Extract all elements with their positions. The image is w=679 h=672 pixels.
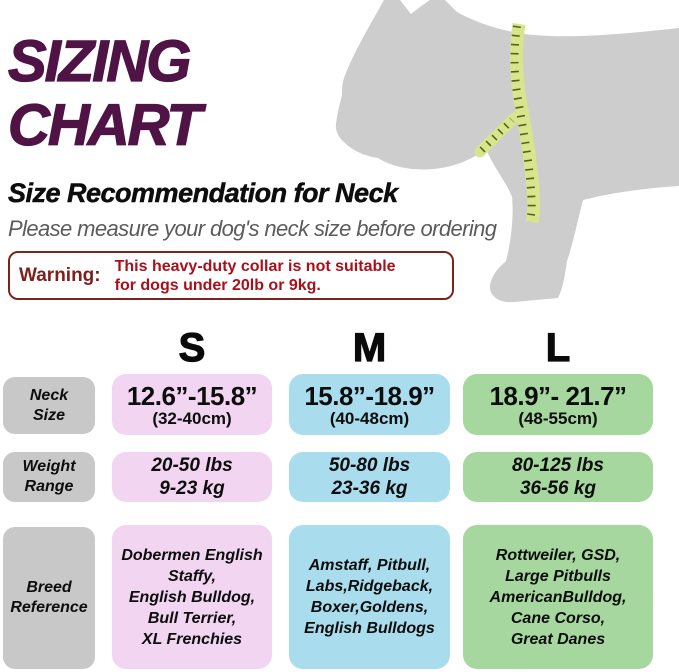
dog-silhouette-image bbox=[335, 0, 679, 303]
column-header-s: S bbox=[178, 325, 206, 370]
dog-body-shape bbox=[335, 0, 679, 303]
neck-size-inches-l: 18.9”- 21.7” bbox=[489, 380, 627, 411]
neck-size-cm-l: (48-55cm) bbox=[518, 408, 598, 428]
page-title-line2: CHART bbox=[7, 93, 202, 158]
breed-reference-cell-m: Amstaff, Pitbull, Labs,Ridgeback, Boxer,… bbox=[289, 525, 450, 669]
neck-size-cm-s: (32-40cm) bbox=[152, 408, 232, 428]
page-title-line1: SIZING bbox=[7, 29, 192, 94]
weight-range-cell-s: 20-50 lbs 9-23 kg bbox=[112, 452, 272, 502]
weight-range-cell-m: 50-80 lbs 23-36 kg bbox=[289, 452, 450, 502]
measuring-tape-branch bbox=[474, 112, 520, 158]
column-header-m: M bbox=[352, 325, 387, 370]
breed-reference-cell-l: Rottweiler, GSD, Large Pitbulls American… bbox=[463, 525, 653, 669]
warning-box: Warning: This heavy-duty collar is not s… bbox=[8, 251, 454, 300]
weight-range-cell-l: 80-125 lbs 36-56 kg bbox=[463, 452, 653, 502]
page-title: SIZING CHART bbox=[7, 29, 202, 158]
measure-note: Please measure your dog's neck size befo… bbox=[8, 216, 497, 241]
neck-size-cell-l: 18.9”- 21.7” (48-55cm) bbox=[463, 374, 653, 435]
breed-reference-cell-s: Dobermen English Staffy, English Bulldog… bbox=[112, 525, 272, 669]
neck-size-cell-s: 12.6”-15.8” (32-40cm) bbox=[112, 374, 272, 435]
page-subtitle: Size Recommendation for Neck bbox=[8, 178, 399, 209]
neck-size-cm-m: (40-48cm) bbox=[329, 408, 410, 428]
row-header-neck-size: Neck Size bbox=[3, 377, 95, 434]
row-header-weight-range: Weight Range bbox=[3, 452, 95, 502]
neck-size-inches-s: 12.6”-15.8” bbox=[126, 380, 258, 411]
neck-size-cell-m: 15.8”-18.9” (40-48cm) bbox=[289, 374, 450, 435]
column-header-l: L bbox=[545, 325, 571, 370]
warning-text: This heavy-duty collar is not suitable f… bbox=[114, 257, 396, 294]
warning-label: Warning: bbox=[19, 264, 101, 286]
measuring-tape-ticks bbox=[510, 25, 536, 221]
row-header-breed-reference: Breed Reference bbox=[3, 527, 95, 669]
neck-size-inches-m: 15.8”-18.9” bbox=[304, 380, 435, 411]
